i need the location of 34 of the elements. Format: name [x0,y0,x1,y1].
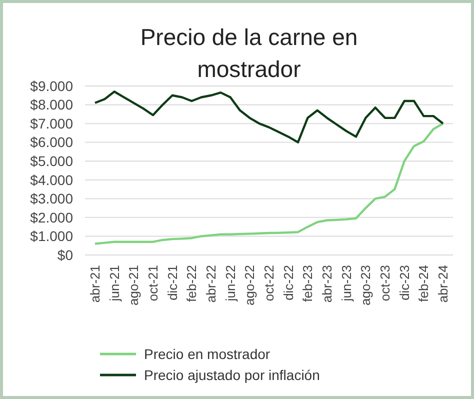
chart-title: Precio de la carne en mostrador [140,24,358,82]
y-tick-label: $1.000 [30,228,74,244]
x-tick-label: abr-23 [320,265,335,303]
x-tick-label: jun-21 [106,265,122,302]
x-tick-label: oct-23 [378,265,393,302]
x-tick-label: dic-21 [164,265,180,300]
y-tick-label: $9.000 [30,78,74,94]
y-tick-label: $3.000 [30,190,74,207]
x-tick-label: abr-21 [88,265,103,303]
x-tick-label: abr-22 [204,265,219,303]
y-tick-label: $0 [57,246,74,263]
line-series [94,122,444,245]
x-tick-label: oct-22 [262,265,277,302]
y-tick-label: $6.000 [30,134,74,150]
x-tick-label: feb-22 [184,265,200,302]
x-tick-label: dic-22 [280,265,296,300]
legend-label: Precio ajustado por inflación [144,366,320,383]
x-tick-label: abr-24 [436,265,451,303]
x-tick-label: feb-24 [416,265,432,302]
x-tick-label: jun-23 [338,265,354,302]
y-tick-label: $8.000 [30,96,74,113]
y-tick-label: $5.000 [30,153,74,170]
x-tick-label: ago-21 [126,265,142,306]
x-tick-label: dic-23 [396,265,412,300]
y-tick-label: $7.000 [30,115,74,132]
legend-label: Precio en mostrador [144,346,270,362]
line-series [94,90,444,144]
x-tick-label: ago-22 [242,265,258,306]
y-tick-label: $4.000 [30,172,74,188]
x-tick-label: ago-23 [358,265,374,306]
x-tick-label: oct-21 [146,265,161,302]
x-tick-label: feb-23 [300,265,316,302]
y-tick-label: $2.000 [30,209,74,226]
x-tick-label: jun-22 [222,265,238,302]
